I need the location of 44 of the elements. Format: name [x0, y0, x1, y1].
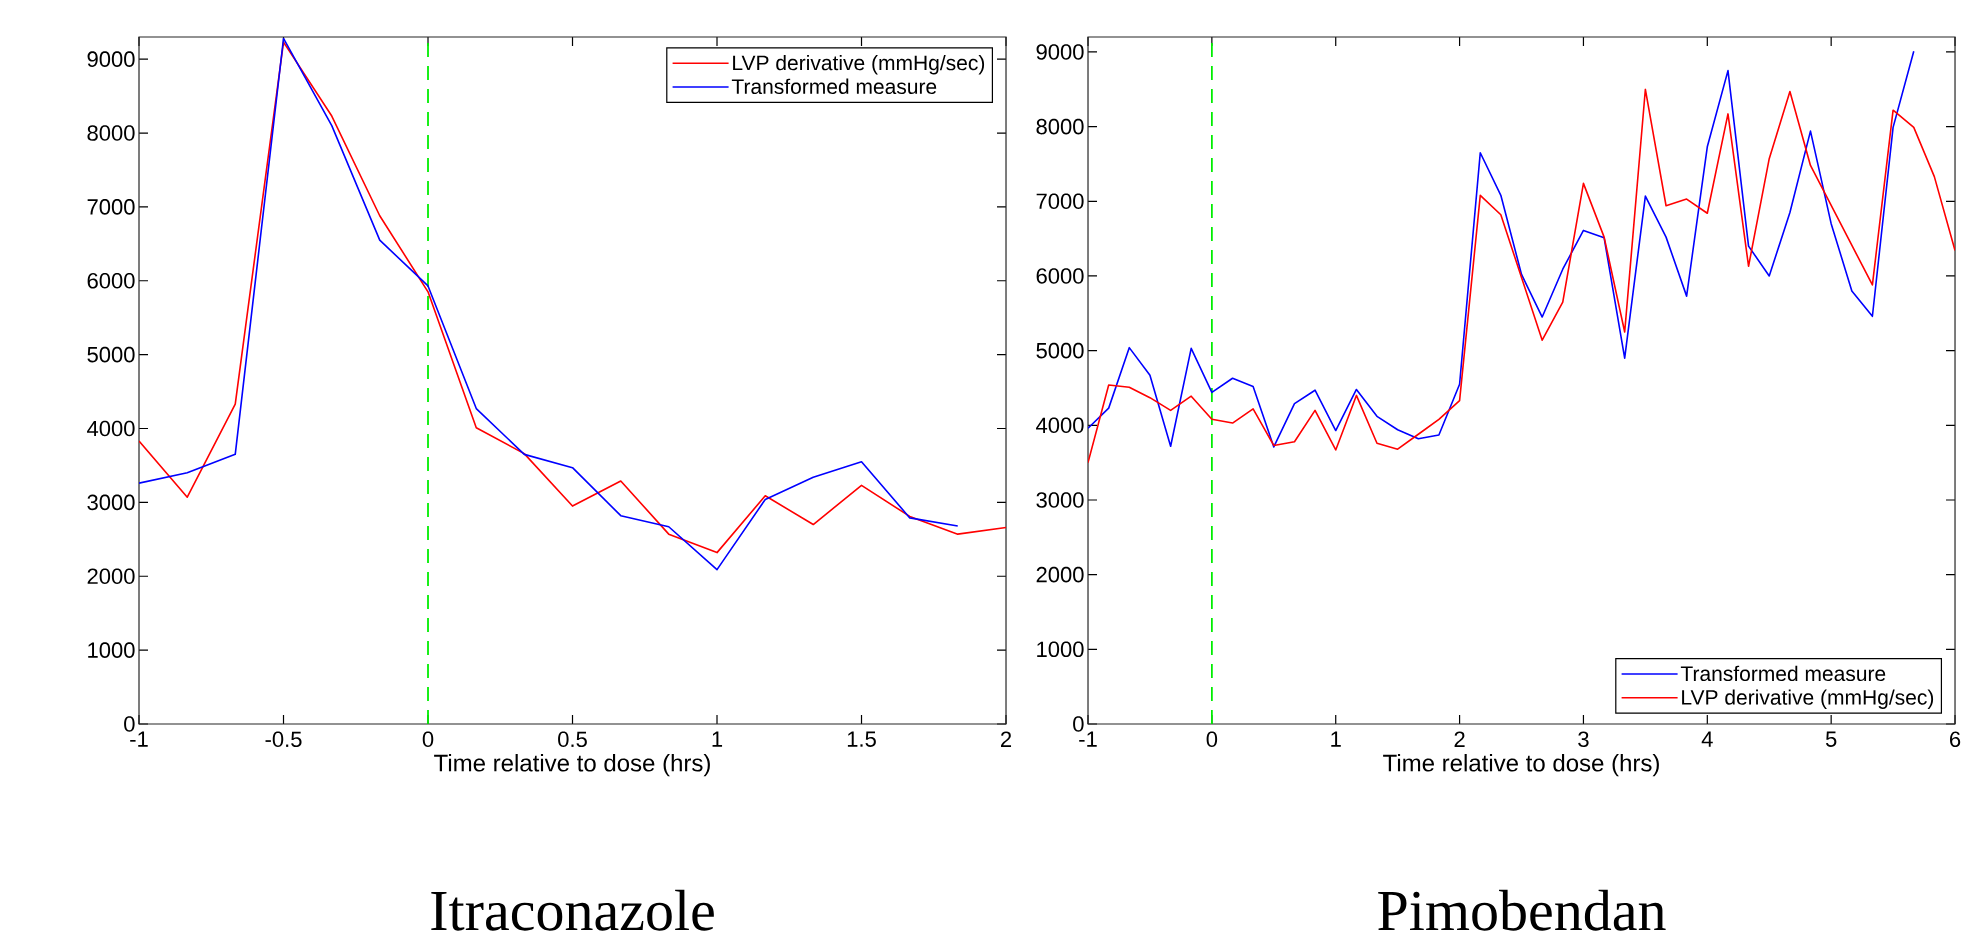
y-tick-label: 9000: [87, 51, 135, 67]
y-tick-label: 5000: [87, 346, 135, 363]
y-tick-label: 0: [124, 716, 135, 732]
legend-label: LVP derivative (mmHg/sec): [1682, 689, 1934, 709]
x-tick-label: 4: [1701, 731, 1713, 747]
x-tick-label: 6: [1950, 731, 1961, 748]
x-tick-label: 1: [1331, 731, 1341, 747]
x-tick-label: 2: [1001, 731, 1012, 747]
text: Itraconazole: [431, 889, 714, 931]
y-tick-label: 8000: [87, 125, 135, 141]
y-tick-label: 2000: [1036, 566, 1084, 583]
y-tick-label: 0: [1073, 716, 1084, 732]
x-tick-label: -0.5: [265, 731, 302, 748]
y-tick-label: 8000: [1036, 118, 1084, 135]
x-tick-label: 0: [422, 731, 434, 748]
y-tick-label: 6000: [1036, 268, 1084, 284]
x-tick-label: 2: [1454, 731, 1465, 747]
legend-label: Transformed measure: [731, 78, 937, 95]
text: Pimobendan: [1378, 889, 1666, 931]
y-tick-label: 6000: [87, 272, 135, 289]
x-tick-label: 0.5: [558, 731, 587, 748]
y-tick-label: 7000: [1036, 193, 1084, 210]
x-tick-label: 1: [712, 731, 723, 747]
x-tick-label: 3: [1578, 731, 1589, 748]
x-tick-label: 5: [1825, 731, 1837, 747]
y-tick-label: 3000: [87, 494, 135, 511]
legend-label: LVP derivative (mmHg/sec): [733, 54, 985, 75]
line-series: [1088, 50, 1915, 448]
y-tick-label: 3000: [1036, 492, 1084, 508]
x-axis-title: Time relative to dose (hrs): [1383, 753, 1659, 777]
y-tick-label: 1000: [88, 642, 135, 658]
x-tick-label: 1.5: [847, 731, 876, 747]
x-tick-label: -1: [1079, 731, 1097, 747]
x-axis-title: Time relative to dose (hrs): [434, 753, 710, 777]
x-tick-label: 0: [1206, 731, 1218, 748]
y-tick-label: 4000: [1036, 417, 1084, 434]
y-tick-label: 7000: [87, 199, 135, 215]
y-tick-label: 1000: [1037, 641, 1084, 658]
y-tick-label: 2000: [87, 568, 135, 585]
legend-label: Transformed measure: [1680, 665, 1886, 682]
x-tick-label: -1: [130, 731, 148, 747]
y-tick-label: 5000: [1036, 342, 1084, 359]
y-tick-label: 4000: [87, 420, 135, 437]
y-tick-label: 9000: [1036, 44, 1084, 60]
